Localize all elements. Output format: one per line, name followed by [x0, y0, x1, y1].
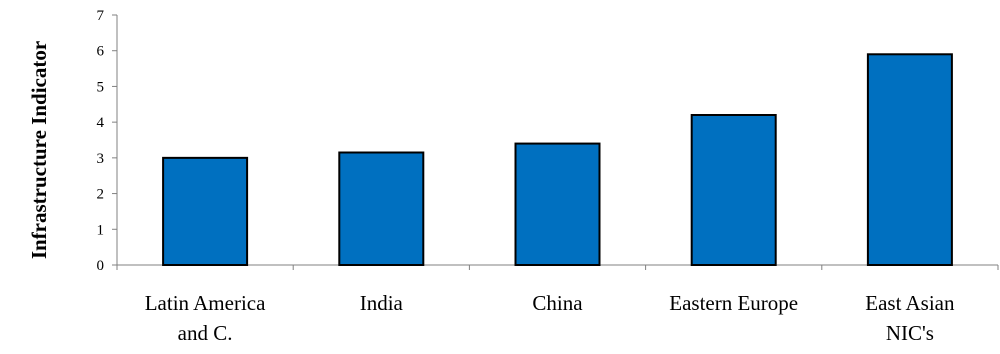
y-tick-label: 3 — [97, 151, 105, 167]
y-tick-label: 4 — [97, 115, 105, 131]
x-category-label-line: China — [532, 291, 583, 315]
y-tick-label: 7 — [97, 8, 105, 24]
x-category-label: Eastern Europe — [669, 291, 798, 315]
x-category-label: India — [360, 291, 404, 315]
x-category-label-line: NIC's — [886, 321, 934, 345]
x-category-label-line: East Asian — [865, 291, 955, 315]
plot-area: 0 1 2 3 4 5 6 7 Latin America and C. India China Eas… — [97, 8, 999, 345]
bar — [338, 151, 425, 266]
x-category-label: East Asian NIC's — [865, 291, 955, 345]
x-category-label-line: India — [360, 291, 404, 315]
bar — [162, 156, 249, 267]
x-category-label: Latin America and C. — [145, 291, 266, 345]
y-axis-label: Infrastructure Indicator — [27, 41, 51, 259]
x-category-label-line: Latin America — [145, 291, 266, 315]
bar — [514, 142, 601, 266]
x-category-label-line: Eastern Europe — [669, 291, 798, 315]
y-tick-label: 0 — [97, 258, 105, 274]
y-tick-label: 6 — [97, 44, 105, 60]
x-category-label-line: and C. — [178, 321, 233, 345]
y-tick-label: 1 — [97, 222, 105, 238]
bar — [866, 53, 953, 266]
x-category-label: China — [532, 291, 583, 315]
y-tick-label: 2 — [97, 187, 105, 203]
bar — [690, 114, 777, 266]
y-tick-label: 5 — [97, 79, 105, 95]
